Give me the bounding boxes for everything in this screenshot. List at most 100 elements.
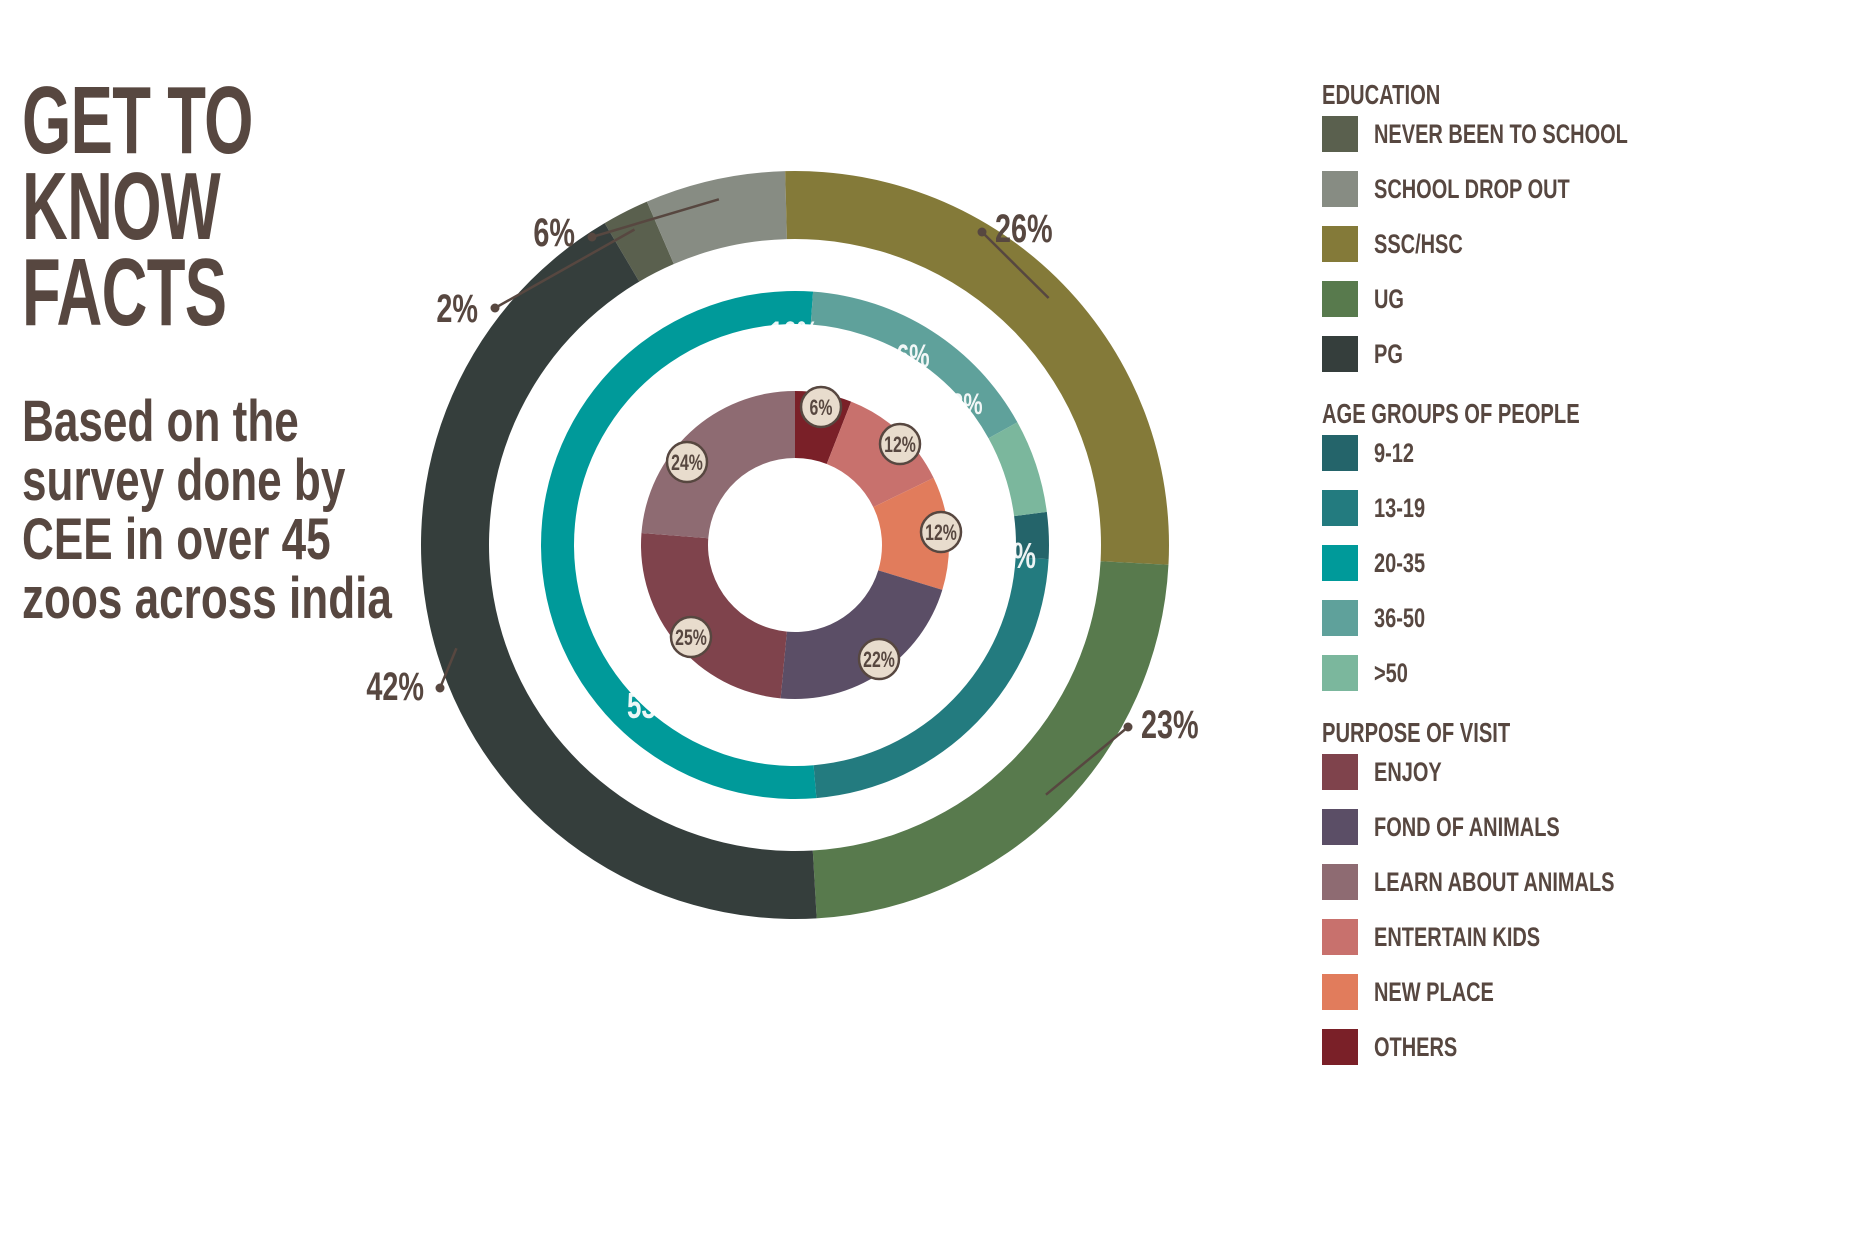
subtext-line: Based on the [22, 389, 299, 454]
legend-item: ENTERTAIN KIDS [1322, 915, 1842, 970]
subtext-line: survey done by [22, 448, 346, 513]
legend-item: NEVER BEEN TO SCHOOL [1322, 112, 1842, 167]
survey-description: Based on the survey done by CEE in over … [22, 392, 392, 628]
outer-slice-pg [420, 223, 817, 920]
legend-item: LEARN ABOUT ANIMALS [1322, 860, 1842, 915]
callout-dot-ug [1123, 722, 1133, 732]
page-heading: GET TO KNOW FACTS [22, 73, 253, 346]
legend-swatch [1322, 545, 1358, 581]
outer-slice-school-drop-out [646, 171, 787, 265]
legend-swatch [1322, 809, 1358, 845]
legend-item: UG [1322, 277, 1842, 332]
legend-label: >50 [1374, 658, 1408, 688]
callout-dot-never-been-to-school [490, 303, 500, 313]
outer-slice-ssc-hsc [785, 171, 1170, 565]
inner-label-learn-about-animals: 24% [671, 452, 703, 476]
heading-line: KNOW [22, 153, 221, 260]
middle-slice-9-12 [1014, 511, 1049, 560]
outer-slice-never-been-to-school [604, 201, 674, 282]
outer-label-pg: 42% [366, 664, 424, 709]
legend-swatch [1322, 171, 1358, 207]
legend-gap [1322, 387, 1842, 397]
legend-swatch [1322, 1029, 1358, 1065]
inner-slice-learn-about-animals [641, 391, 795, 539]
legend-swatch [1322, 864, 1358, 900]
legend-item: >50 [1322, 651, 1842, 706]
inner-badge-learn-about-animals [665, 440, 709, 484]
inner-label-new-place: 12% [925, 522, 957, 546]
legend-swatch [1322, 116, 1358, 152]
middle-label-20-35: 53% [627, 686, 679, 726]
inner-label-enjoy: 25% [675, 627, 707, 651]
legend-group-title: PURPOSE OF VISIT [1322, 717, 1511, 748]
inner-label-entertain-kids: 12% [884, 434, 916, 458]
legend-item: NEW PLACE [1322, 970, 1842, 1025]
legend-label: SCHOOL DROP OUT [1374, 174, 1570, 204]
subtext-line: zoos across india [22, 566, 392, 631]
legend-item: 13-19 [1322, 486, 1842, 541]
legend-item: PG [1322, 332, 1842, 387]
legend-label: 20-35 [1374, 548, 1426, 578]
legend-swatch [1322, 974, 1358, 1010]
legend-swatch [1322, 754, 1358, 790]
legend-label: PG [1374, 339, 1403, 369]
middle-slice-13-19 [813, 557, 1049, 799]
middle-label-13-19: 23% [984, 536, 1036, 576]
callout-line-school-drop-out [591, 198, 720, 239]
inner-badge-new-place [919, 510, 963, 554]
legend-item: 9-12 [1322, 431, 1842, 486]
legend-item: OTHERS [1322, 1025, 1842, 1080]
legend-item: FOND OF ANIMALS [1322, 805, 1842, 860]
inner-badge-enjoy [669, 615, 713, 659]
inner-slice-new-place [873, 477, 949, 590]
outer-label-school-drop-out: 6% [533, 210, 575, 255]
outer-label-ssc-hsc: 26% [995, 206, 1053, 251]
outer-label-never-been-to-school: 2% [436, 286, 478, 331]
outer-slice-ug [812, 561, 1169, 919]
legend-label: SSC/HSC [1374, 229, 1463, 259]
callout-line-ssc-hsc [981, 231, 1050, 299]
middle-label-9-12: 3% [951, 386, 982, 420]
heading-line: FACTS [22, 239, 227, 346]
legend-item: SSC/HSC [1322, 222, 1842, 277]
inner-label-fond-of-animals: 22% [863, 649, 895, 673]
legend-label: NEW PLACE [1374, 977, 1494, 1007]
legend-label: 9-12 [1374, 438, 1414, 468]
callout-line-pg [438, 647, 458, 689]
legend-label: UG [1374, 284, 1404, 314]
callout-dot-pg [435, 683, 445, 693]
outer-label-ug: 23% [1141, 702, 1199, 747]
middle-slice-50 [988, 422, 1047, 517]
inner-badge-others [799, 385, 843, 429]
inner-slice-fond-of-animals [780, 570, 943, 699]
legend-label: OTHERS [1374, 1032, 1458, 1062]
legend: EDUCATION NEVER BEEN TO SCHOOL SCHOOL DROP… [1322, 78, 1842, 1080]
inner-slice-enjoy [641, 533, 787, 699]
middle-slice-36-50 [810, 291, 1018, 439]
inner-badge-entertain-kids [878, 422, 922, 466]
legend-swatch [1322, 281, 1358, 317]
legend-item: 20-35 [1322, 541, 1842, 596]
legend-swatch [1322, 919, 1358, 955]
middle-slice-20-35 [540, 290, 817, 799]
legend-swatch [1322, 600, 1358, 636]
legend-group-title: EDUCATION [1322, 79, 1441, 110]
inner-slice-entertain-kids [826, 401, 934, 508]
middle-label-36-50: 16% [770, 315, 819, 353]
legend-label: ENJOY [1374, 757, 1442, 787]
legend-swatch [1322, 490, 1358, 526]
legend-label: NEVER BEEN TO SCHOOL [1374, 119, 1628, 149]
callout-dot-ssc-hsc [977, 227, 987, 237]
legend-swatch [1322, 655, 1358, 691]
subtext-line: CEE in over 45 [22, 507, 331, 572]
legend-item: SCHOOL DROP OUT [1322, 167, 1842, 222]
callout-line-ug [1045, 726, 1129, 796]
callout-line-never-been-to-school [494, 228, 636, 310]
legend-label: FOND OF ANIMALS [1374, 812, 1560, 842]
middle-label-50: 6% [896, 338, 929, 374]
legend-item: 36-50 [1322, 596, 1842, 651]
legend-gap [1322, 706, 1842, 716]
legend-swatch [1322, 336, 1358, 372]
callout-dot-school-drop-out [587, 232, 597, 242]
